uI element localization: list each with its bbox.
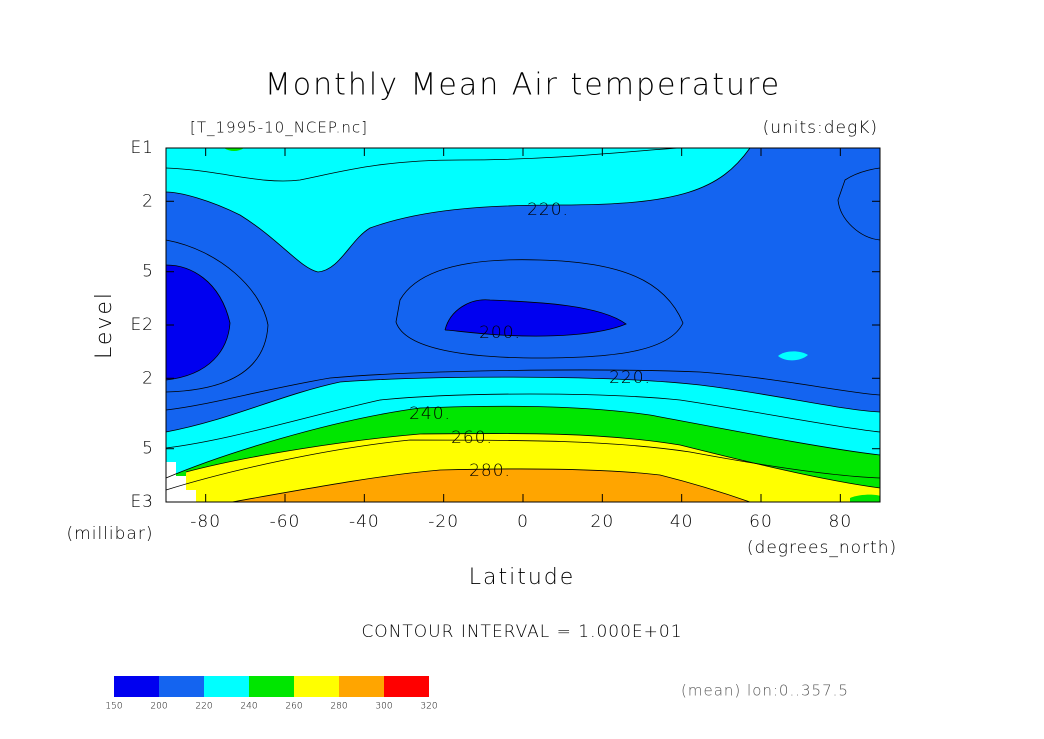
contour-line	[165, 393, 881, 449]
colorbar-label: 300	[375, 702, 392, 712]
x-tick-label: 40	[670, 512, 694, 532]
subtitle-left: [T_1995-10_NCEP.nc]	[190, 119, 368, 137]
contour-label: 200.	[479, 323, 521, 343]
contour-line	[231, 468, 751, 503]
colorbar-label: 280	[330, 702, 347, 712]
contour-line	[185, 433, 881, 489]
x-axis-label: Latitude	[469, 565, 576, 590]
x-tick-label: -40	[349, 512, 380, 532]
contour-fill	[166, 148, 750, 272]
contour-label: 220.	[609, 368, 651, 388]
colorbar-box	[339, 676, 384, 697]
contour-line	[165, 239, 269, 393]
contour-label: 240.	[409, 404, 451, 424]
contour-line	[165, 147, 681, 182]
colorbar-label: 260	[285, 702, 302, 712]
x-tick-label: 20	[591, 512, 615, 532]
y-tick-label: E2	[130, 315, 154, 335]
missing-area	[166, 462, 196, 502]
y-tick-label: E1	[130, 138, 154, 158]
colorbar-box	[384, 676, 429, 697]
contour-fill	[445, 299, 626, 337]
colorbar-label: 240	[240, 702, 257, 712]
colorbar-box	[204, 676, 249, 697]
x-tick-label: -20	[428, 512, 459, 532]
y-tick-label: 5	[142, 439, 154, 459]
y-tick-label: 2	[142, 368, 154, 388]
subtitle-right: (units:degK)	[763, 118, 878, 138]
x-tick-label: 0	[517, 512, 529, 532]
colorbar-label: 150	[105, 702, 122, 712]
y-units: (millibar)	[67, 524, 154, 544]
x-tick-label: -80	[190, 512, 221, 532]
contour-line	[165, 369, 881, 411]
contour-line	[165, 264, 231, 381]
colorbar-box	[159, 676, 204, 697]
contour-line	[165, 376, 881, 433]
contour-line	[165, 405, 881, 479]
x-tick-label: 80	[829, 512, 853, 532]
contour-label: 280.	[469, 461, 511, 481]
contour-line	[395, 259, 684, 359]
contour-fill	[850, 494, 880, 502]
contour-line	[165, 439, 881, 491]
contour-line	[165, 147, 751, 273]
x-tick-label: -60	[270, 512, 301, 532]
colorbar-box	[294, 676, 339, 697]
y-tick-label: 5	[142, 262, 154, 282]
contour-interval: CONTOUR INTERVAL = 1.000E+01	[361, 622, 682, 642]
contour-fill	[166, 265, 230, 380]
colorbar-box	[249, 676, 294, 697]
chart-title: Monthly Mean Air temperature	[265, 68, 781, 103]
colorbar-label: 320	[420, 702, 437, 712]
contour-fill	[778, 351, 808, 361]
contour-fill	[224, 148, 244, 151]
contour-fill	[232, 468, 750, 502]
y-axis-label: Level	[92, 291, 117, 359]
y-tick-label: 2	[142, 191, 154, 211]
x-units: (degrees_north)	[747, 538, 897, 558]
colorbar-label: 200	[150, 702, 167, 712]
colorbar-label: 220	[195, 702, 212, 712]
contour-line	[444, 299, 627, 337]
y-tick-label: E3	[130, 492, 154, 512]
contour-label: 220.	[527, 200, 569, 220]
plot-area	[165, 147, 881, 503]
contour-label: 260.	[451, 428, 493, 448]
x-tick-label: 60	[749, 512, 773, 532]
footer-note: (mean) lon:0..357.5	[681, 682, 849, 700]
colorbar-box	[114, 676, 159, 697]
